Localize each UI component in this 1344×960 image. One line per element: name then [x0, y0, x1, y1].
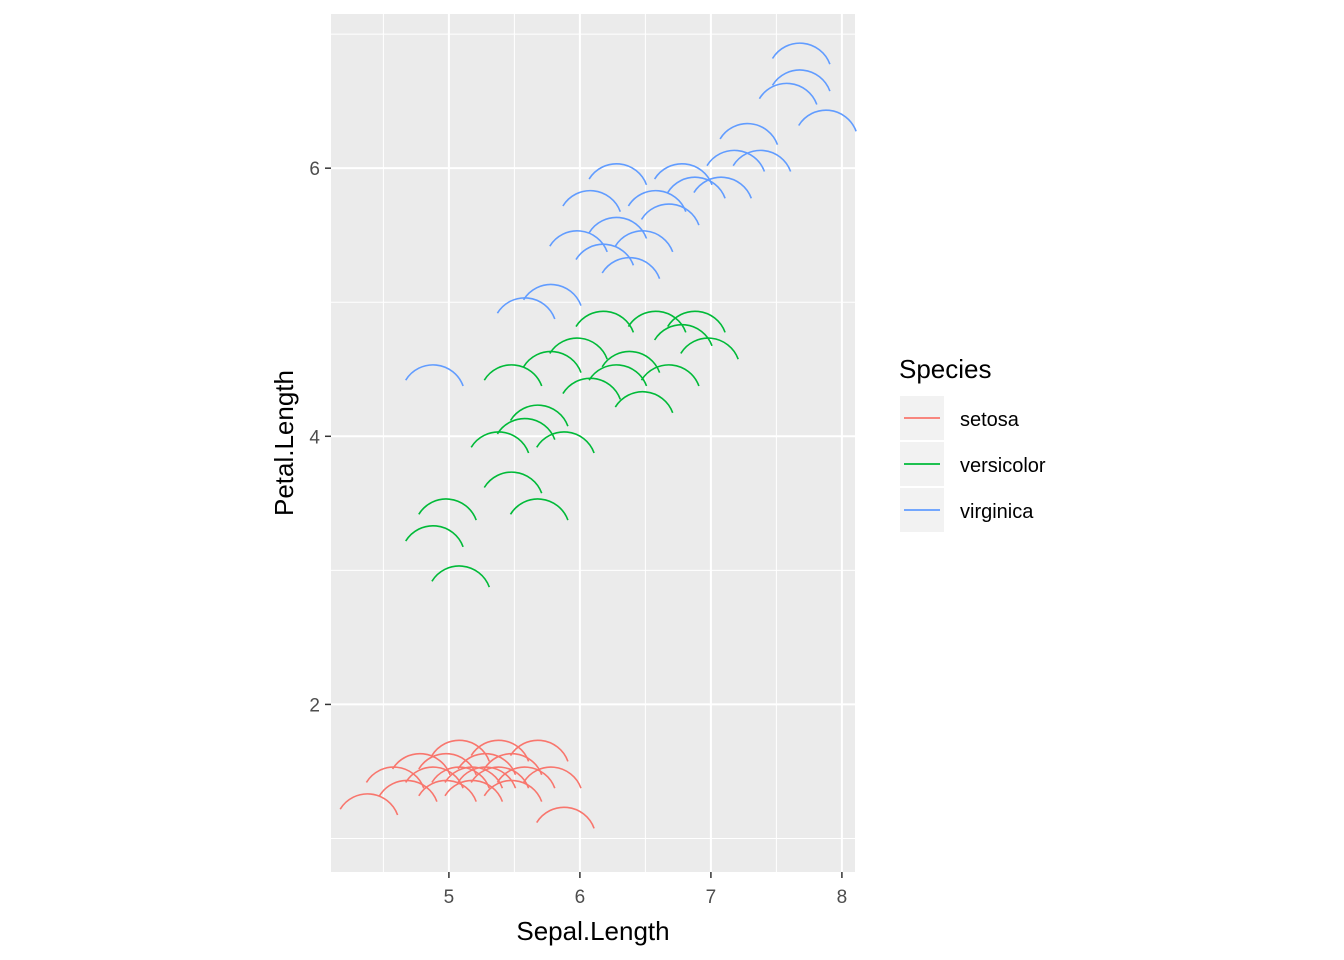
point-versicolor — [601, 350, 661, 373]
point-setosa — [418, 779, 477, 802]
point-virginica — [732, 149, 792, 172]
x-axis-title: Sepal.Length — [516, 916, 669, 946]
x-tick-label: 7 — [706, 887, 717, 908]
point-versicolor — [522, 350, 582, 373]
point-virginica — [798, 109, 857, 132]
y-axis-title: Petal.Length — [269, 370, 299, 516]
legend-title: Species — [899, 354, 992, 384]
point-virginica — [758, 82, 818, 105]
point-virginica — [693, 176, 753, 199]
point-virginica — [562, 189, 622, 212]
point-versicolor — [483, 471, 543, 494]
series-versicolor — [405, 310, 739, 588]
point-versicolor — [405, 525, 464, 548]
series-virginica — [405, 42, 857, 387]
point-virginica — [627, 189, 687, 212]
point-virginica — [496, 297, 556, 320]
legend: Species setosa versicolor virginica — [899, 354, 1046, 532]
x-tick-label: 6 — [575, 887, 586, 908]
minor-gridlines — [331, 14, 855, 872]
point-setosa — [431, 766, 491, 789]
point-setosa — [457, 752, 517, 776]
legend-label-versicolor: versicolor — [960, 455, 1046, 477]
point-setosa — [365, 766, 425, 789]
point-versicolor — [509, 498, 569, 521]
point-virginica — [771, 42, 831, 65]
point-virginica — [405, 364, 464, 387]
point-versicolor — [614, 390, 674, 414]
point-virginica — [653, 163, 713, 186]
point-setosa — [536, 806, 595, 829]
point-versicolor — [667, 310, 726, 333]
point-virginica — [706, 149, 766, 172]
point-versicolor — [483, 364, 543, 387]
legend-label-setosa: setosa — [960, 409, 1020, 431]
point-versicolor — [549, 337, 608, 360]
point-versicolor — [680, 337, 739, 360]
point-virginica — [588, 163, 648, 186]
point-versicolor — [640, 364, 700, 387]
point-setosa — [391, 752, 451, 776]
point-setosa — [444, 779, 504, 802]
point-versicolor — [509, 404, 569, 427]
y-axis: 2 4 6 — [309, 159, 331, 716]
point-versicolor — [536, 431, 595, 454]
y-tick-label: 4 — [309, 427, 320, 448]
point-versicolor — [431, 565, 491, 588]
y-tick-label: 2 — [309, 695, 320, 716]
point-setosa — [483, 779, 543, 802]
point-setosa — [509, 739, 569, 762]
point-virginica — [771, 69, 831, 92]
point-setosa — [470, 739, 530, 762]
legend-label-virginica: virginica — [960, 501, 1034, 523]
point-virginica — [667, 176, 726, 199]
series-setosa — [339, 739, 595, 829]
point-virginica — [640, 203, 700, 226]
point-setosa — [496, 766, 556, 789]
x-tick-label: 5 — [444, 887, 455, 908]
point-versicolor — [496, 417, 556, 440]
point-virginica — [614, 230, 674, 253]
major-gridlines — [331, 14, 855, 872]
point-versicolor — [418, 498, 477, 521]
point-virginica — [719, 122, 779, 145]
point-setosa — [522, 766, 582, 789]
point-versicolor — [470, 431, 530, 454]
data-marks — [339, 42, 857, 829]
point-virginica — [522, 283, 582, 306]
point-versicolor — [562, 377, 622, 400]
x-axis: 5 6 7 8 — [444, 872, 848, 908]
plot-panel — [331, 14, 855, 872]
point-setosa — [378, 779, 438, 802]
y-tick-label: 6 — [309, 159, 320, 180]
x-tick-label: 8 — [837, 887, 848, 908]
point-setosa — [483, 752, 543, 776]
point-setosa — [339, 793, 399, 816]
point-virginica — [601, 256, 661, 279]
